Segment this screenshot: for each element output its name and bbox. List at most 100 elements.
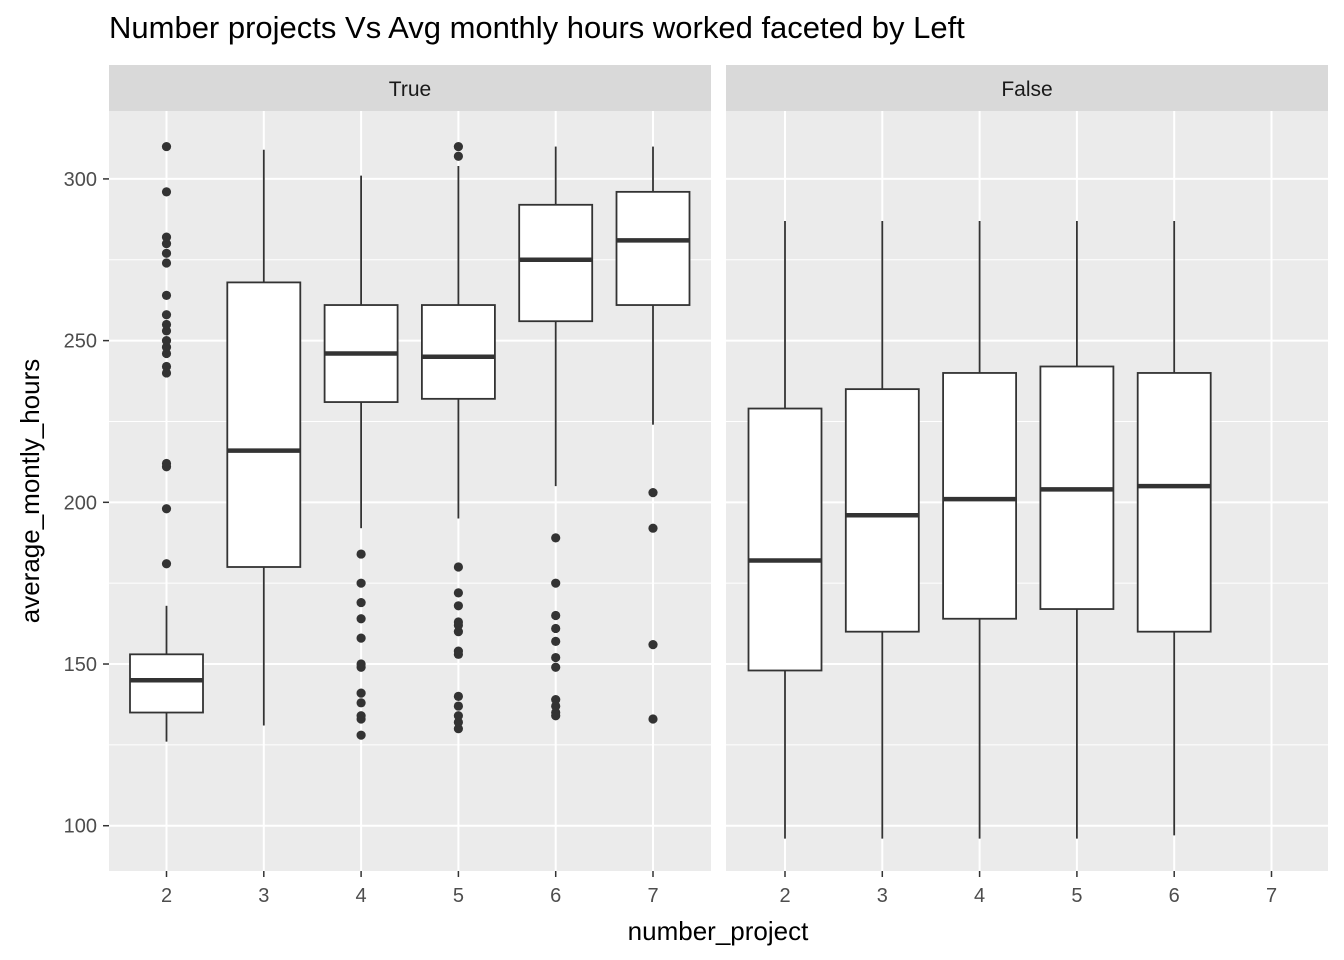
- outlier-point: [551, 636, 561, 646]
- outlier-point: [453, 701, 463, 711]
- outlier-point: [648, 523, 658, 533]
- outlier-point: [453, 691, 463, 701]
- chart-title: Number projects Vs Avg monthly hours wor…: [109, 10, 965, 45]
- outlier-point: [161, 458, 172, 469]
- facet-strip: [109, 65, 711, 111]
- facet-strip-label: False: [1001, 78, 1052, 101]
- outlier-point: [356, 549, 366, 559]
- box-group: [129, 141, 204, 742]
- x-tick-label: 3: [877, 885, 888, 907]
- y-axis-title: average_montly_hours: [15, 359, 45, 624]
- box-iqr: [129, 653, 204, 714]
- outlier-point: [356, 597, 366, 608]
- outlier-point: [161, 368, 172, 378]
- outlier-point: [356, 698, 366, 708]
- outlier-point: [551, 623, 561, 634]
- outlier-point: [551, 652, 561, 663]
- y-tick-label: 200: [64, 492, 97, 514]
- x-tick-label: 4: [356, 885, 367, 907]
- outlier-point: [356, 633, 366, 643]
- box-iqr: [615, 190, 691, 306]
- outlier-point: [356, 659, 366, 669]
- facet-panel: 2 3 4 5 6 7 True: [109, 65, 711, 907]
- outlier-point: [161, 248, 172, 258]
- outlier-point: [551, 701, 561, 711]
- box-iqr: [844, 388, 920, 633]
- x-tick-label: 5: [453, 885, 464, 907]
- panel-background: [109, 111, 711, 871]
- outlier-point: [551, 578, 561, 588]
- x-tick-label: 3: [258, 885, 269, 907]
- facet-strip: [726, 65, 1328, 111]
- box-group: [1136, 220, 1212, 836]
- box-group: [226, 149, 302, 726]
- outlier-point: [356, 730, 366, 740]
- box-group: [323, 175, 399, 740]
- outlier-point: [161, 290, 172, 300]
- outlier-point: [551, 610, 561, 621]
- outlier-point: [161, 326, 172, 336]
- outlier-point: [453, 562, 463, 572]
- x-axis-title: number_project: [628, 916, 809, 946]
- outlier-point: [161, 319, 172, 330]
- box-group: [518, 146, 594, 721]
- outlier-point: [453, 588, 463, 598]
- outlier-point: [161, 348, 172, 359]
- outlier-point: [453, 717, 463, 727]
- outlier-point: [161, 232, 172, 242]
- outlier-point: [161, 258, 172, 268]
- y-tick-label: 100: [64, 816, 97, 838]
- x-tick-label: 5: [1071, 885, 1082, 907]
- box-group: [844, 220, 920, 839]
- x-tick-label: 2: [779, 885, 790, 907]
- x-tick-label: 6: [1169, 885, 1180, 907]
- outlier-point: [453, 646, 463, 656]
- box-iqr: [1136, 372, 1212, 633]
- panel-background: [726, 111, 1328, 871]
- box-group: [615, 146, 691, 724]
- outlier-point: [356, 614, 366, 624]
- box-iqr: [942, 372, 1017, 620]
- outlier-point: [551, 707, 561, 718]
- facet-strip-label: True: [389, 78, 431, 101]
- x-tick-label: 4: [974, 885, 985, 907]
- outlier-point: [453, 617, 463, 627]
- box-iqr: [518, 203, 594, 323]
- box-iqr: [420, 304, 496, 400]
- outlier-point: [453, 601, 463, 611]
- outlier-point: [648, 488, 658, 498]
- outlier-point: [551, 662, 561, 672]
- outlier-point: [356, 711, 366, 721]
- outlier-point: [161, 361, 172, 372]
- outlier-point: [453, 724, 463, 734]
- outlier-point: [453, 141, 463, 152]
- outlier-point: [161, 336, 172, 346]
- outlier-point: [161, 141, 172, 152]
- facets-layer: 2 3 4 5 6 7 True 2 3 4 5 6 7 False: [109, 65, 1328, 907]
- outlier-point: [161, 559, 172, 569]
- outlier-point: [648, 714, 658, 724]
- outlier-point: [648, 640, 658, 650]
- box-iqr: [226, 281, 302, 568]
- outlier-point: [161, 187, 172, 197]
- box-group: [1039, 220, 1115, 839]
- x-tick-label: 2: [161, 885, 172, 907]
- outlier-point: [551, 694, 561, 705]
- x-tick-label: 6: [550, 885, 561, 907]
- y-axis: 100 150 200 250 300: [64, 169, 109, 838]
- outlier-point: [356, 688, 366, 698]
- x-tick-label: 7: [647, 885, 658, 907]
- y-tick-label: 250: [64, 331, 97, 353]
- y-tick-label: 150: [64, 654, 97, 676]
- y-tick-label: 300: [64, 169, 97, 191]
- box-group: [420, 141, 496, 734]
- outlier-point: [453, 711, 463, 721]
- outlier-point: [161, 504, 172, 514]
- facet-panel: 2 3 4 5 6 7 False: [726, 65, 1328, 907]
- box-group: [942, 220, 1017, 839]
- outlier-point: [453, 151, 463, 161]
- outlier-point: [161, 310, 172, 320]
- outlier-point: [453, 627, 463, 637]
- outlier-point: [356, 578, 366, 588]
